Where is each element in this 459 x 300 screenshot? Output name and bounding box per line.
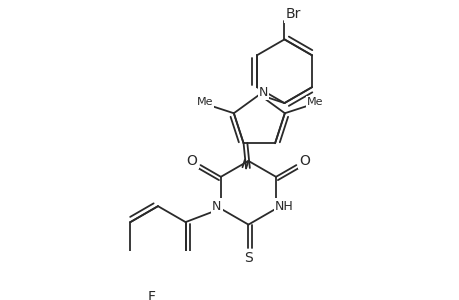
Text: Me: Me [196, 97, 213, 107]
Text: S: S [244, 251, 252, 265]
Text: NH: NH [274, 200, 293, 213]
Text: O: O [186, 154, 197, 168]
Text: F: F [147, 290, 155, 300]
Text: Me: Me [307, 97, 323, 107]
Text: O: O [299, 154, 309, 168]
Text: Br: Br [285, 7, 300, 21]
Text: N: N [212, 200, 221, 213]
Text: N: N [258, 86, 268, 99]
